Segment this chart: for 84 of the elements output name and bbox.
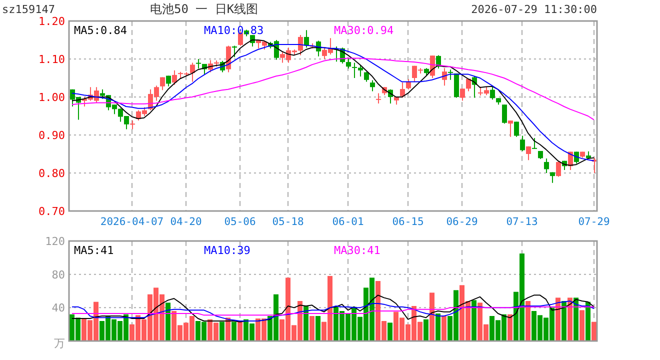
- candlestick: [130, 120, 135, 130]
- candlestick: [448, 69, 453, 80]
- candlestick: [364, 71, 369, 82]
- candlestick: [556, 160, 561, 178]
- candlestick: [196, 58, 201, 69]
- bar: [220, 322, 224, 341]
- bar: [568, 298, 572, 341]
- line-series: [72, 306, 594, 316]
- y-tick-label: 80: [52, 268, 65, 282]
- text: 2026-07-29 11:30:00: [471, 3, 597, 16]
- x-tick-label: 06-01: [332, 216, 364, 228]
- series-label: MA10:0.83: [204, 24, 264, 37]
- text: MA30:41: [334, 244, 380, 257]
- line-series: [72, 294, 594, 322]
- bar: [442, 316, 446, 341]
- bar: [592, 322, 596, 341]
- candlestick: [166, 75, 171, 87]
- chart-title: 电池50 一 日K线图: [150, 2, 258, 16]
- bar: [562, 301, 566, 341]
- candlestick: [460, 88, 465, 102]
- y-tick-label: 1.00: [38, 91, 65, 104]
- bar: [424, 319, 428, 341]
- x-tick-label: 07-29: [578, 216, 610, 228]
- y-tick-label: 40: [52, 302, 65, 315]
- text: MA5:0.84: [74, 24, 128, 37]
- bar: [556, 298, 560, 341]
- candlestick: [304, 30, 309, 48]
- candlestick: [550, 172, 555, 184]
- x-tick-label: 2026-04-07: [100, 216, 164, 228]
- x-tick-label: 07-13: [506, 216, 538, 228]
- x-tick-label: 06-15: [392, 216, 424, 228]
- bar: [232, 322, 236, 341]
- candlestick: [370, 80, 375, 92]
- candlestick: [508, 120, 513, 138]
- y-tick-label: 120: [45, 235, 65, 248]
- candlestick: [526, 146, 531, 161]
- x-tick-label: 06-29: [446, 216, 478, 228]
- bar: [472, 300, 476, 341]
- bar: [586, 302, 590, 341]
- x-tick-label: 05-06: [224, 216, 256, 228]
- candlestick: [520, 135, 525, 152]
- y-axis-title: 万: [54, 337, 65, 350]
- candlestick: [172, 70, 177, 86]
- bar: [436, 314, 440, 341]
- text: MA5:41: [74, 244, 114, 257]
- candlestick: [346, 57, 351, 69]
- candlestick: [442, 68, 447, 86]
- text: MA10:39: [204, 244, 250, 257]
- candlestick: [190, 62, 195, 82]
- bar: [166, 302, 170, 341]
- x-tick-label: 05-18: [272, 216, 304, 228]
- y-tick-label: 0.90: [38, 129, 65, 142]
- bar: [226, 318, 230, 341]
- y-tick-label: 1.20: [38, 15, 65, 28]
- candlestick: [532, 138, 537, 150]
- bar: [580, 310, 584, 341]
- candlestick: [376, 92, 381, 104]
- candlestick: [490, 85, 495, 100]
- candlestick: [298, 34, 303, 56]
- chart-subtitle: sz159147: [2, 3, 55, 16]
- bar: [388, 322, 392, 341]
- x-tick-label: 04-20: [170, 216, 202, 228]
- candlestick: [466, 78, 471, 92]
- candlestick: [400, 82, 405, 98]
- bar: [508, 314, 512, 341]
- bar: [574, 298, 578, 341]
- candlestick: [406, 78, 411, 90]
- bar: [430, 292, 434, 341]
- bar: [316, 316, 320, 341]
- text: MA30:0.94: [334, 24, 394, 37]
- candlestick: [160, 76, 165, 91]
- candlestick: [514, 121, 519, 138]
- bar: [526, 301, 530, 341]
- candlestick: [574, 151, 579, 164]
- y-tick-label: 0.70: [38, 205, 65, 218]
- candlestick: [544, 158, 549, 174]
- candlestick: [502, 104, 507, 124]
- bar: [310, 316, 314, 341]
- bar: [304, 306, 308, 341]
- y-tick-label: 1.10: [38, 53, 65, 66]
- line-series: [72, 300, 594, 322]
- y-tick-label: 0.80: [38, 167, 65, 180]
- bar: [238, 321, 242, 341]
- candlestick: [454, 72, 459, 98]
